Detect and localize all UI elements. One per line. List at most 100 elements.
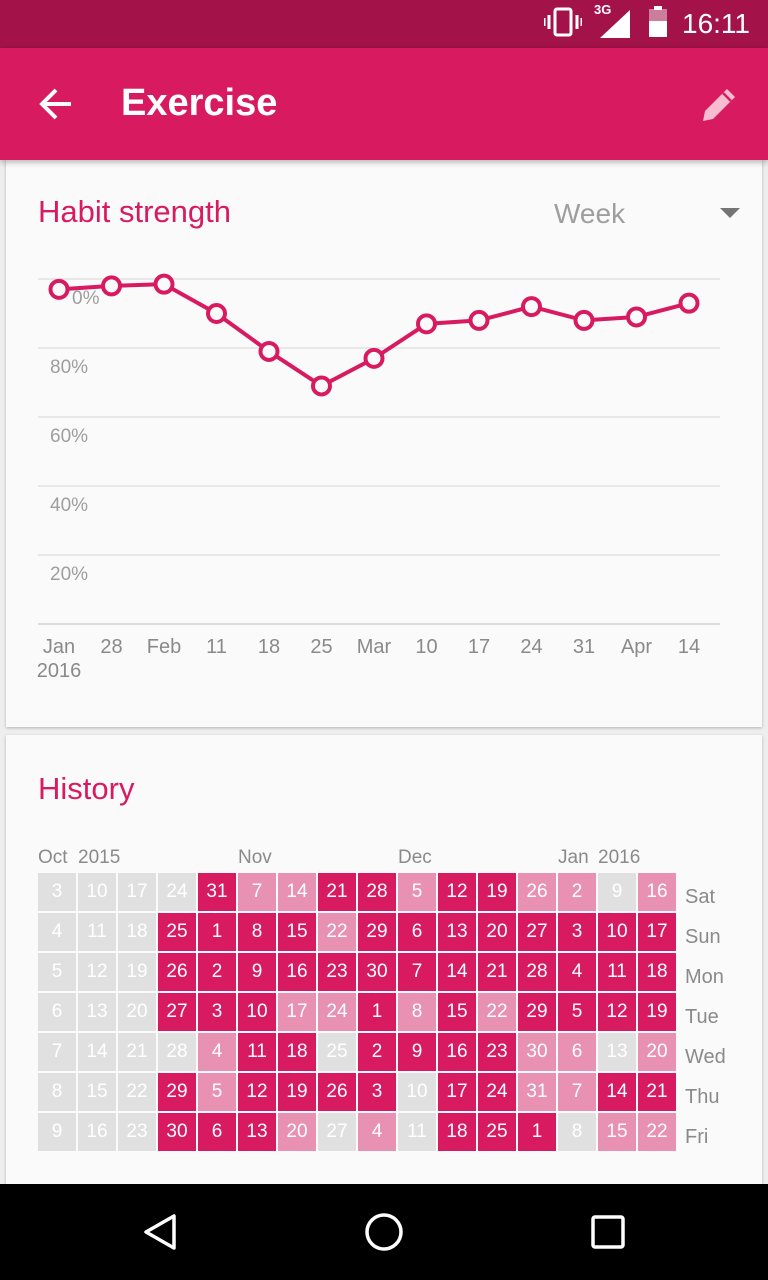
history-day-cell[interactable]: 10 [78,873,116,911]
history-day-cell[interactable]: 24 [318,993,356,1031]
back-button[interactable] [30,78,82,130]
history-day-cell[interactable]: 6 [38,993,76,1031]
history-day-cell[interactable]: 11 [598,953,636,991]
history-day-cell[interactable]: 19 [638,993,676,1031]
history-day-cell[interactable]: 26 [158,953,196,991]
history-day-cell[interactable]: 8 [558,1113,596,1151]
history-day-cell[interactable]: 15 [78,1073,116,1111]
history-day-cell[interactable]: 27 [158,993,196,1031]
history-day-cell[interactable]: 29 [358,913,396,951]
history-day-cell[interactable]: 16 [638,873,676,911]
history-day-cell[interactable]: 22 [118,1073,156,1111]
history-day-cell[interactable]: 21 [318,873,356,911]
history-day-cell[interactable]: 2 [558,873,596,911]
history-day-cell[interactable]: 17 [118,873,156,911]
history-day-cell[interactable]: 28 [358,873,396,911]
history-day-cell[interactable]: 3 [38,873,76,911]
history-day-cell[interactable]: 1 [198,913,236,951]
dropdown-arrow-icon[interactable] [720,208,740,218]
history-day-cell[interactable]: 20 [638,1033,676,1071]
history-day-cell[interactable]: 8 [38,1073,76,1111]
history-day-cell[interactable]: 3 [558,913,596,951]
history-day-cell[interactable]: 13 [238,1113,276,1151]
history-day-cell[interactable]: 26 [318,1073,356,1111]
history-day-cell[interactable]: 9 [38,1113,76,1151]
history-day-cell[interactable]: 20 [278,1113,316,1151]
history-day-cell[interactable]: 20 [118,993,156,1031]
history-day-cell[interactable]: 6 [398,913,436,951]
history-day-cell[interactable]: 4 [198,1033,236,1071]
history-day-cell[interactable]: 5 [558,993,596,1031]
history-day-cell[interactable]: 9 [238,953,276,991]
history-day-cell[interactable]: 23 [478,1033,516,1071]
history-day-cell[interactable]: 13 [598,1033,636,1071]
history-day-cell[interactable]: 6 [198,1113,236,1151]
history-day-cell[interactable]: 23 [318,953,356,991]
nav-recents-button[interactable] [580,1204,636,1260]
history-day-cell[interactable]: 14 [598,1073,636,1111]
history-day-cell[interactable]: 11 [238,1033,276,1071]
history-day-cell[interactable]: 27 [518,913,556,951]
history-day-cell[interactable]: 28 [518,953,556,991]
history-day-cell[interactable]: 4 [38,913,76,951]
history-day-cell[interactable]: 24 [478,1073,516,1111]
history-day-cell[interactable]: 17 [278,993,316,1031]
history-day-cell[interactable]: 26 [518,873,556,911]
history-day-cell[interactable]: 21 [638,1073,676,1111]
history-day-cell[interactable]: 7 [38,1033,76,1071]
history-day-cell[interactable]: 16 [438,1033,476,1071]
history-day-cell[interactable]: 3 [358,1073,396,1111]
history-day-cell[interactable]: 6 [558,1033,596,1071]
history-day-cell[interactable]: 17 [438,1073,476,1111]
history-day-cell[interactable]: 14 [438,953,476,991]
edit-button[interactable] [694,78,746,130]
history-day-cell[interactable]: 18 [438,1113,476,1151]
history-day-cell[interactable]: 24 [158,873,196,911]
history-day-cell[interactable]: 15 [278,913,316,951]
history-day-cell[interactable]: 2 [358,1033,396,1071]
nav-back-button[interactable] [132,1204,188,1260]
history-day-cell[interactable]: 29 [158,1073,196,1111]
history-day-cell[interactable]: 12 [438,873,476,911]
history-day-cell[interactable]: 21 [118,1033,156,1071]
history-day-cell[interactable]: 4 [358,1113,396,1151]
history-day-cell[interactable]: 13 [438,913,476,951]
history-day-cell[interactable]: 22 [318,913,356,951]
history-day-cell[interactable]: 12 [598,993,636,1031]
history-day-cell[interactable]: 29 [518,993,556,1031]
history-day-cell[interactable]: 15 [438,993,476,1031]
history-day-cell[interactable]: 30 [518,1033,556,1071]
history-day-cell[interactable]: 22 [638,1113,676,1151]
history-day-cell[interactable]: 7 [558,1073,596,1111]
history-day-cell[interactable]: 30 [358,953,396,991]
history-day-cell[interactable]: 8 [238,913,276,951]
history-day-cell[interactable]: 19 [118,953,156,991]
history-day-cell[interactable]: 31 [198,873,236,911]
history-day-cell[interactable]: 12 [238,1073,276,1111]
history-day-cell[interactable]: 31 [518,1073,556,1111]
history-day-cell[interactable]: 20 [478,913,516,951]
history-day-cell[interactable]: 1 [358,993,396,1031]
period-selector[interactable]: Week [554,198,626,229]
history-day-cell[interactable]: 12 [78,953,116,991]
history-day-cell[interactable]: 11 [78,913,116,951]
history-day-cell[interactable]: 7 [238,873,276,911]
history-day-cell[interactable]: 10 [398,1073,436,1111]
history-day-cell[interactable]: 27 [318,1113,356,1151]
history-day-cell[interactable]: 10 [598,913,636,951]
history-day-cell[interactable]: 14 [78,1033,116,1071]
history-day-cell[interactable]: 5 [38,953,76,991]
history-day-cell[interactable]: 7 [398,953,436,991]
history-day-cell[interactable]: 10 [238,993,276,1031]
history-day-cell[interactable]: 18 [638,953,676,991]
history-day-cell[interactable]: 3 [198,993,236,1031]
history-day-cell[interactable]: 30 [158,1113,196,1151]
history-day-cell[interactable]: 23 [118,1113,156,1151]
history-day-cell[interactable]: 17 [638,913,676,951]
history-day-cell[interactable]: 15 [598,1113,636,1151]
history-day-cell[interactable]: 8 [398,993,436,1031]
history-day-cell[interactable]: 16 [78,1113,116,1151]
history-day-cell[interactable]: 19 [478,873,516,911]
history-day-cell[interactable]: 1 [518,1113,556,1151]
history-day-cell[interactable]: 9 [398,1033,436,1071]
